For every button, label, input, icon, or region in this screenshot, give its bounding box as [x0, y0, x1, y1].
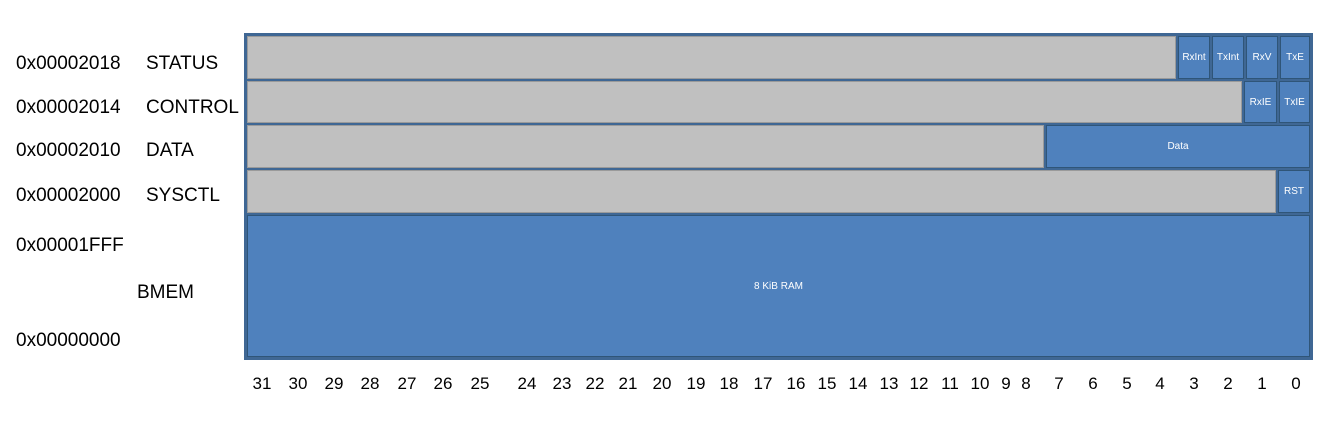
control-address: 0x00002014	[16, 97, 121, 118]
bit-label: 14	[848, 374, 868, 393]
bit-label: 18	[719, 374, 739, 393]
status-field-rxint: RxInt	[1178, 36, 1210, 79]
bit-label: 29	[324, 374, 344, 393]
bit-label: 10	[970, 374, 990, 393]
status-field-rxv: RxV	[1246, 36, 1278, 79]
bit-label: 0	[1291, 374, 1301, 393]
control-field-rxie: RxIE	[1244, 81, 1277, 123]
sysctl-address: 0x00002000	[16, 185, 121, 206]
bit-label: 16	[786, 374, 806, 393]
bit-label: 3	[1189, 374, 1199, 393]
bit-label: 1	[1257, 374, 1267, 393]
status-field-txint: TxInt	[1212, 36, 1244, 79]
bmem-top-address: 0x00001FFF	[16, 235, 124, 256]
bit-label: 9	[1001, 374, 1011, 393]
control-field-txie: TxIE	[1279, 81, 1310, 123]
bit-label: 7	[1054, 374, 1064, 393]
status-address: 0x00002018	[16, 53, 121, 74]
bit-label: 17	[753, 374, 773, 393]
bit-label: 24	[517, 374, 537, 393]
status-register-name: STATUS	[146, 53, 219, 74]
bit-label: 21	[618, 374, 638, 393]
bit-label: 12	[909, 374, 929, 393]
bit-label: 6	[1088, 374, 1098, 393]
bit-label: 19	[686, 374, 706, 393]
bit-label: 2	[1223, 374, 1233, 393]
bit-label: 20	[652, 374, 672, 393]
bit-label: 8	[1021, 374, 1031, 393]
status-reserved	[247, 36, 1176, 79]
data-reserved	[247, 125, 1044, 168]
data-field-data: Data	[1046, 125, 1310, 168]
bmem-bottom-address: 0x00000000	[16, 330, 121, 351]
register-map: RxInt TxInt RxV TxE RxIE TxIE Data RST 8…	[244, 33, 1313, 360]
bit-label: 5	[1122, 374, 1132, 393]
bit-label: 31	[252, 374, 272, 393]
bmem-name: BMEM	[137, 282, 194, 303]
bit-label: 28	[360, 374, 380, 393]
bit-label: 13	[879, 374, 899, 393]
bit-label: 11	[941, 374, 959, 393]
bit-label: 15	[817, 374, 837, 393]
data-address: 0x00002010	[16, 140, 121, 161]
sysctl-field-rst: RST	[1278, 170, 1310, 213]
bit-label: 26	[433, 374, 453, 393]
data-register-name: DATA	[146, 140, 194, 161]
sysctl-reserved	[247, 170, 1276, 213]
control-register-name: CONTROL	[146, 97, 239, 118]
status-field-txe: TxE	[1280, 36, 1310, 79]
bit-label: 23	[552, 374, 572, 393]
control-reserved	[247, 81, 1242, 123]
bmem-ram-block: 8 KiB RAM	[247, 215, 1310, 357]
bit-label: 30	[288, 374, 308, 393]
bit-label: 25	[470, 374, 490, 393]
bit-label: 4	[1155, 374, 1165, 393]
sysctl-register-name: SYSCTL	[146, 185, 220, 206]
bit-label: 27	[397, 374, 417, 393]
bit-label: 22	[585, 374, 605, 393]
